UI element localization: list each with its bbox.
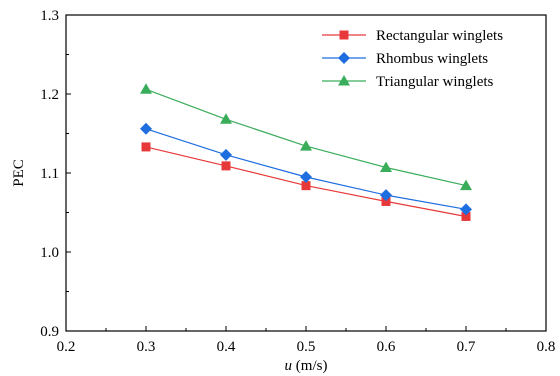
x-axis-unit: (m/s) (292, 358, 327, 374)
y-tick-label: 1.2 (40, 87, 59, 103)
x-axis-variable: u (285, 358, 293, 374)
y-tick-label: 0.9 (40, 324, 59, 340)
rhombus-winglets-point (460, 203, 472, 216)
legend: Rectangular winglets Rhombus winglets Tria… (322, 28, 503, 90)
legend-label-rectangular-winglets: Rectangular winglets (376, 28, 503, 44)
legend-marker-rectangular-winglets (339, 30, 349, 40)
series-lines (145, 88, 467, 218)
triangular-winglets-point (460, 179, 472, 191)
x-tick-label: 0.4 (217, 339, 236, 355)
x-tick-label: 0.7 (457, 339, 476, 355)
x-tick-label: 0.8 (537, 339, 556, 355)
rectangular-winglets-point (221, 161, 231, 171)
y-tick-label: 1.3 (40, 8, 59, 24)
axis-ticks: 0.2 0.3 0.4 0.5 0.6 0.7 0.8 0.9 1.0 1.1 1.2 1.3 (40, 8, 555, 355)
legend-label-triangular-winglets: Triangular winglets (376, 74, 494, 90)
x-tick-label: 0.2 (57, 339, 76, 355)
legend-marker-rhombus-winglets (338, 52, 350, 64)
rectangular-winglets-point (301, 181, 311, 191)
x-tick-label: 0.6 (377, 339, 396, 355)
rectangular-winglets-point (381, 196, 391, 206)
rhombus-winglets-point (140, 122, 152, 135)
rectangular-winglets-point (141, 142, 151, 152)
rhombus-winglets-point (220, 148, 232, 161)
rhombus-winglets-point (380, 189, 392, 202)
y-tick-label: 1.0 (40, 245, 59, 261)
triangular-winglets-point (380, 161, 392, 172)
series-markers (140, 83, 472, 221)
legend-marker-triangular-winglets (338, 75, 350, 86)
rectangular-winglets-point (461, 211, 471, 221)
x-tick-label: 0.3 (137, 339, 156, 355)
y-axis-title: PEC (11, 159, 27, 187)
x-axis-title: u (m/s) (285, 358, 328, 374)
rhombus-winglets-point (300, 170, 312, 183)
y-tick-label: 1.1 (40, 166, 59, 182)
triangular-winglets-point (140, 83, 152, 94)
triangular-winglets-point (220, 113, 232, 124)
x-tick-label: 0.5 (297, 339, 316, 355)
triangular-winglets-point (300, 140, 312, 151)
legend-label-rhombus-winglets: Rhombus winglets (376, 51, 488, 67)
